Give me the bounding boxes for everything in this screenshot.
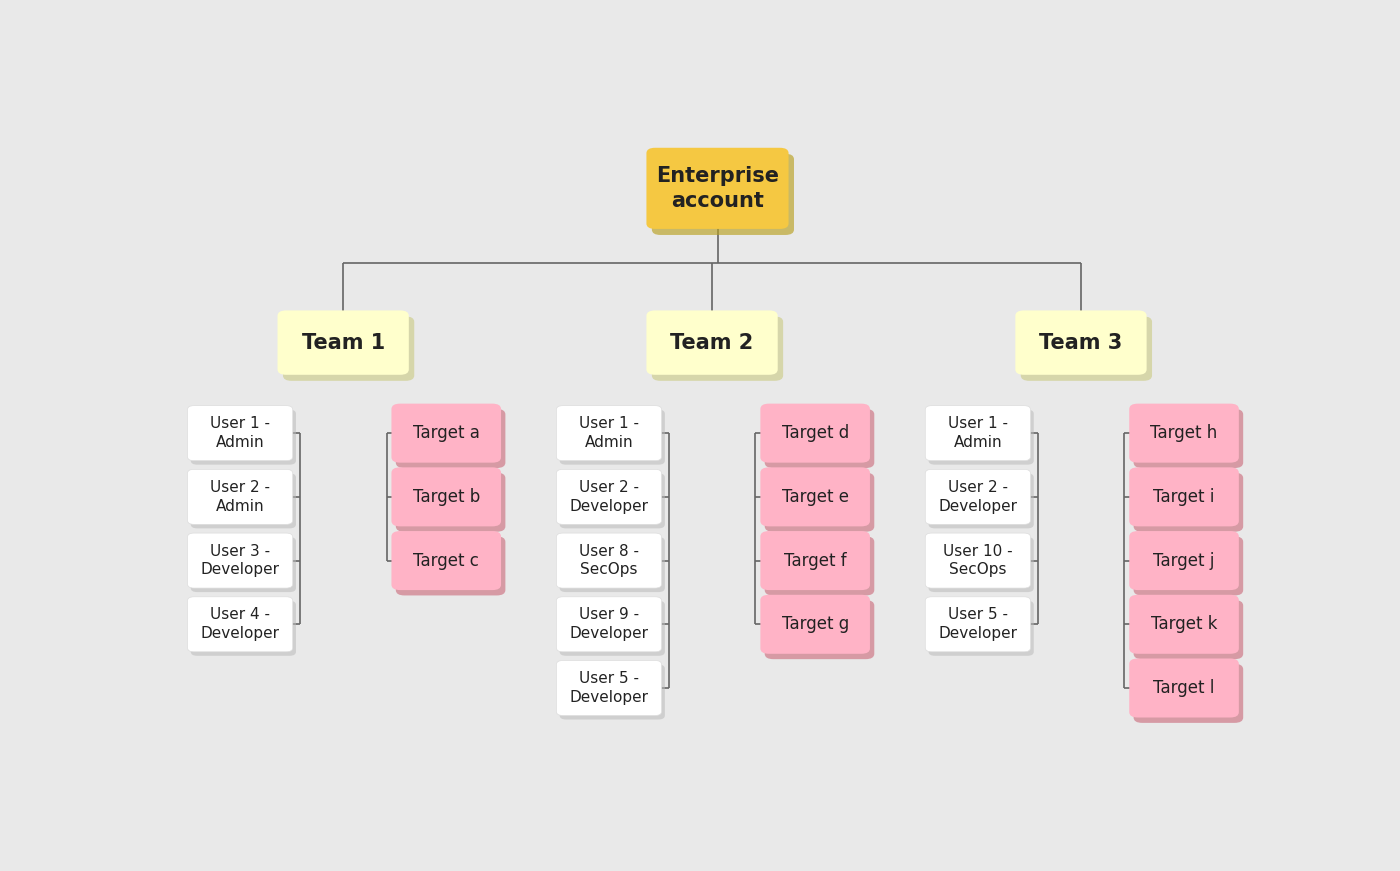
Text: User 4 -
Developer: User 4 - Developer <box>200 607 280 641</box>
FancyBboxPatch shape <box>188 406 293 461</box>
FancyBboxPatch shape <box>647 148 788 229</box>
FancyBboxPatch shape <box>647 310 778 375</box>
FancyBboxPatch shape <box>560 409 665 464</box>
Text: Team 3: Team 3 <box>1039 333 1123 353</box>
Text: Team 2: Team 2 <box>671 333 753 353</box>
FancyBboxPatch shape <box>283 316 414 381</box>
FancyBboxPatch shape <box>556 597 662 652</box>
FancyBboxPatch shape <box>928 601 1033 656</box>
FancyBboxPatch shape <box>1130 658 1239 718</box>
Text: Target i: Target i <box>1154 488 1215 506</box>
FancyBboxPatch shape <box>190 601 295 656</box>
Text: User 1 -
Admin: User 1 - Admin <box>948 416 1008 450</box>
Text: User 2 -
Developer: User 2 - Developer <box>570 480 648 514</box>
FancyBboxPatch shape <box>1130 595 1239 654</box>
FancyBboxPatch shape <box>396 537 505 596</box>
FancyBboxPatch shape <box>760 595 869 654</box>
Text: User 1 -
Admin: User 1 - Admin <box>210 416 270 450</box>
FancyBboxPatch shape <box>277 310 409 375</box>
FancyBboxPatch shape <box>560 474 665 529</box>
FancyBboxPatch shape <box>190 537 295 592</box>
FancyBboxPatch shape <box>396 409 505 468</box>
FancyBboxPatch shape <box>764 600 874 659</box>
FancyBboxPatch shape <box>925 406 1030 461</box>
FancyBboxPatch shape <box>188 597 293 652</box>
Text: User 3 -
Developer: User 3 - Developer <box>200 544 280 577</box>
Text: User 5 -
Developer: User 5 - Developer <box>570 672 648 705</box>
FancyBboxPatch shape <box>928 537 1033 592</box>
FancyBboxPatch shape <box>1130 468 1239 526</box>
Text: Target j: Target j <box>1154 551 1215 570</box>
FancyBboxPatch shape <box>925 533 1030 588</box>
Text: Target l: Target l <box>1154 679 1215 697</box>
Text: Target e: Target e <box>781 488 848 506</box>
Text: Team 1: Team 1 <box>301 333 385 353</box>
FancyBboxPatch shape <box>1130 403 1239 463</box>
FancyBboxPatch shape <box>392 531 501 590</box>
Text: User 2 -
Admin: User 2 - Admin <box>210 480 270 514</box>
FancyBboxPatch shape <box>760 531 869 590</box>
Text: Target g: Target g <box>781 615 848 633</box>
FancyBboxPatch shape <box>764 537 874 596</box>
FancyBboxPatch shape <box>1134 409 1243 468</box>
Text: Target c: Target c <box>413 551 479 570</box>
FancyBboxPatch shape <box>1134 473 1243 531</box>
FancyBboxPatch shape <box>925 469 1030 524</box>
Text: Target d: Target d <box>781 424 848 442</box>
FancyBboxPatch shape <box>928 409 1033 464</box>
FancyBboxPatch shape <box>764 409 874 468</box>
FancyBboxPatch shape <box>560 665 665 719</box>
FancyBboxPatch shape <box>556 533 662 588</box>
FancyBboxPatch shape <box>188 469 293 524</box>
FancyBboxPatch shape <box>652 316 783 381</box>
Text: User 1 -
Admin: User 1 - Admin <box>580 416 638 450</box>
FancyBboxPatch shape <box>392 403 501 463</box>
FancyBboxPatch shape <box>556 406 662 461</box>
Text: User 5 -
Developer: User 5 - Developer <box>938 607 1018 641</box>
FancyBboxPatch shape <box>396 473 505 531</box>
FancyBboxPatch shape <box>188 533 293 588</box>
FancyBboxPatch shape <box>1130 531 1239 590</box>
Text: Enterprise
account: Enterprise account <box>657 166 778 211</box>
Text: User 8 -
SecOps: User 8 - SecOps <box>580 544 638 577</box>
FancyBboxPatch shape <box>1015 310 1147 375</box>
FancyBboxPatch shape <box>652 154 794 235</box>
FancyBboxPatch shape <box>560 601 665 656</box>
Text: Target k: Target k <box>1151 615 1217 633</box>
Text: User 9 -
Developer: User 9 - Developer <box>570 607 648 641</box>
FancyBboxPatch shape <box>1134 664 1243 723</box>
FancyBboxPatch shape <box>392 468 501 526</box>
FancyBboxPatch shape <box>760 403 869 463</box>
FancyBboxPatch shape <box>760 468 869 526</box>
Text: Target f: Target f <box>784 551 847 570</box>
FancyBboxPatch shape <box>560 537 665 592</box>
FancyBboxPatch shape <box>190 474 295 529</box>
Text: Target a: Target a <box>413 424 480 442</box>
Text: User 2 -
Developer: User 2 - Developer <box>938 480 1018 514</box>
FancyBboxPatch shape <box>925 597 1030 652</box>
FancyBboxPatch shape <box>1021 316 1152 381</box>
Text: Target b: Target b <box>413 488 480 506</box>
FancyBboxPatch shape <box>556 660 662 715</box>
FancyBboxPatch shape <box>1134 600 1243 659</box>
FancyBboxPatch shape <box>764 473 874 531</box>
FancyBboxPatch shape <box>1134 537 1243 596</box>
FancyBboxPatch shape <box>556 469 662 524</box>
FancyBboxPatch shape <box>928 474 1033 529</box>
Text: User 10 -
SecOps: User 10 - SecOps <box>944 544 1012 577</box>
Text: Target h: Target h <box>1151 424 1218 442</box>
FancyBboxPatch shape <box>190 409 295 464</box>
